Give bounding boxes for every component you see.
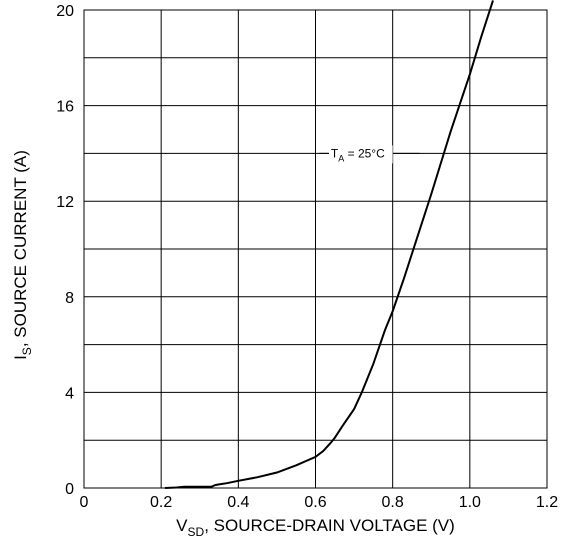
annotation-background <box>329 145 393 164</box>
annotation-sub: A <box>338 153 344 163</box>
y-tick-label: 12 <box>56 194 74 211</box>
y-axis-ticks: 0 4 8 12 16 20 <box>56 3 74 498</box>
y-tick-label: 8 <box>65 290 74 307</box>
x-tick-label: 0.8 <box>382 494 404 511</box>
series-line-source-current <box>164 0 494 489</box>
annotation-temperature: TA = 25°C <box>331 146 385 163</box>
y-tick-label: 16 <box>56 99 74 116</box>
y-axis-title: IS, SOURCE CURRENT (A) <box>11 150 34 360</box>
x-axis-title: VSD, SOURCE-DRAIN VOLTAGE (V) <box>176 516 455 539</box>
grid <box>84 10 547 488</box>
annotation-rest: = 25°C <box>344 146 385 160</box>
x-tick-label: 1.0 <box>459 494 481 511</box>
x-axis-ticks: 0 0.2 0.4 0.6 0.8 1.0 1.2 <box>80 494 559 511</box>
plot-frame <box>83 9 548 489</box>
x-tick-label: 0.2 <box>150 494 172 511</box>
x-axis-title-main: V <box>176 516 188 535</box>
annotation-main: T <box>331 146 339 160</box>
x-axis-title-sub: SD <box>188 525 205 539</box>
x-tick-label: 0 <box>80 494 89 511</box>
x-axis-title-rest: , SOURCE-DRAIN VOLTAGE (V) <box>204 516 455 535</box>
x-tick-label: 0.4 <box>227 494 249 511</box>
y-tick-label: 20 <box>56 3 74 20</box>
x-tick-label: 1.2 <box>536 494 558 511</box>
y-tick-label: 4 <box>65 385 74 402</box>
y-axis-title-sub: S <box>20 347 34 355</box>
y-axis-title-rest: , SOURCE CURRENT (A) <box>11 150 30 347</box>
y-tick-label: 0 <box>65 481 74 498</box>
x-tick-label: 0.6 <box>304 494 326 511</box>
y-axis-title-main: I <box>11 355 30 360</box>
